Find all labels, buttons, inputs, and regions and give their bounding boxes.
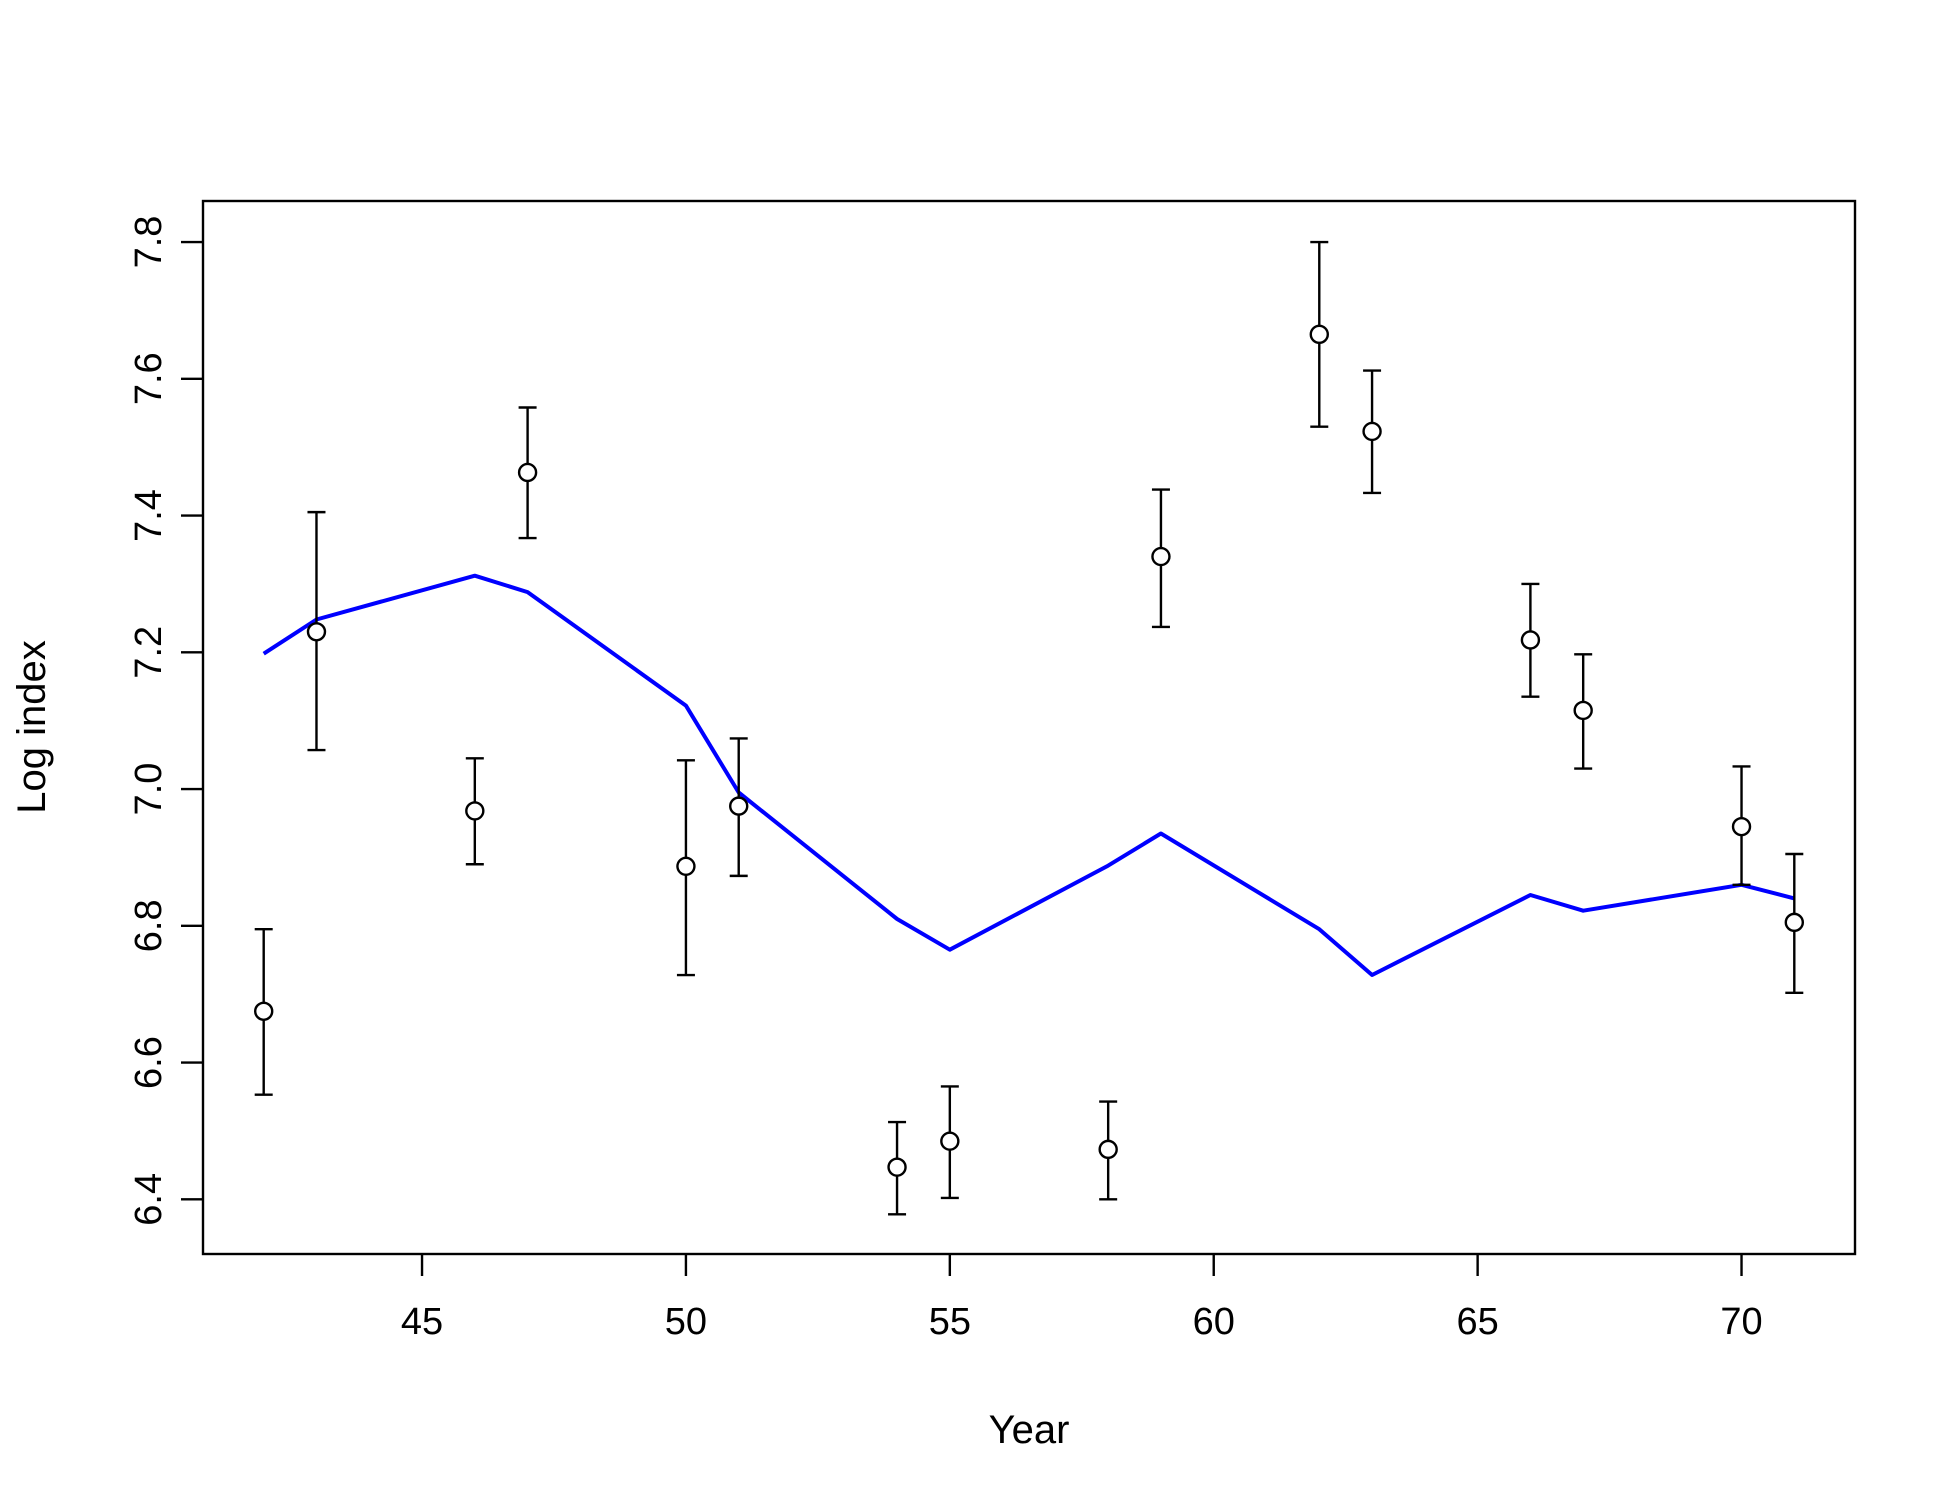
data-point bbox=[465, 801, 485, 821]
y-tick-label: 7.4 bbox=[128, 489, 170, 542]
data-point bbox=[1151, 546, 1171, 567]
x-tick-label: 45 bbox=[401, 1301, 443, 1343]
data-point bbox=[676, 856, 696, 877]
data-point-group bbox=[253, 928, 274, 1096]
data-point-group bbox=[940, 1085, 960, 1200]
x-tick-label: 70 bbox=[1720, 1301, 1762, 1343]
data-point-group bbox=[1098, 1100, 1118, 1201]
data-point-group bbox=[887, 1120, 907, 1216]
fitted-line-layer bbox=[262, 573, 1795, 977]
fitted-line bbox=[262, 573, 1795, 977]
data-point-group bbox=[676, 759, 696, 977]
data-point bbox=[517, 462, 538, 483]
y-tick-label: 6.6 bbox=[128, 1036, 170, 1089]
data-points-layer bbox=[253, 240, 1805, 1216]
x-axis-title: Year bbox=[989, 1408, 1070, 1452]
data-point bbox=[1573, 700, 1593, 721]
data-point bbox=[1362, 421, 1382, 442]
data-point bbox=[1784, 912, 1805, 933]
data-point-group bbox=[1151, 488, 1171, 629]
data-point bbox=[1520, 630, 1541, 650]
y-tick-label: 7.2 bbox=[128, 626, 170, 679]
data-point bbox=[253, 1001, 274, 1021]
x-axis: 45 50 55 60 65 70 bbox=[401, 1254, 1763, 1343]
data-point-group bbox=[729, 737, 749, 878]
data-point-group bbox=[1309, 240, 1329, 428]
y-tick-label: 7.8 bbox=[128, 216, 170, 269]
x-tick-label: 65 bbox=[1456, 1301, 1498, 1343]
data-point-group bbox=[517, 406, 538, 540]
x-tick-label: 55 bbox=[929, 1301, 971, 1343]
y-axis-title: Log index bbox=[10, 640, 54, 813]
data-point bbox=[1731, 816, 1752, 837]
plot-frame bbox=[201, 199, 1857, 1256]
data-point bbox=[1309, 324, 1329, 345]
data-point bbox=[1098, 1139, 1118, 1160]
data-point-group bbox=[1362, 369, 1382, 495]
x-tick-label: 60 bbox=[1193, 1301, 1235, 1343]
y-axis: 6.4 6.6 6.8 7.0 7.2 7.4 7.6 7.8 bbox=[128, 216, 203, 1226]
data-point-group bbox=[1520, 582, 1541, 698]
y-tick-label: 7.6 bbox=[128, 352, 170, 405]
data-point bbox=[306, 622, 327, 642]
data-point bbox=[729, 796, 749, 816]
data-point-group bbox=[1784, 852, 1805, 995]
y-tick-label: 7.0 bbox=[128, 763, 170, 816]
data-point-group bbox=[465, 757, 485, 866]
data-point-group bbox=[1731, 765, 1752, 886]
data-point-group bbox=[1573, 653, 1593, 770]
data-point bbox=[940, 1131, 960, 1151]
data-point-group bbox=[306, 510, 327, 752]
y-tick-label: 6.4 bbox=[128, 1173, 170, 1226]
y-tick-label: 6.8 bbox=[128, 899, 170, 952]
x-tick-label: 50 bbox=[665, 1301, 707, 1343]
data-point bbox=[887, 1157, 907, 1177]
